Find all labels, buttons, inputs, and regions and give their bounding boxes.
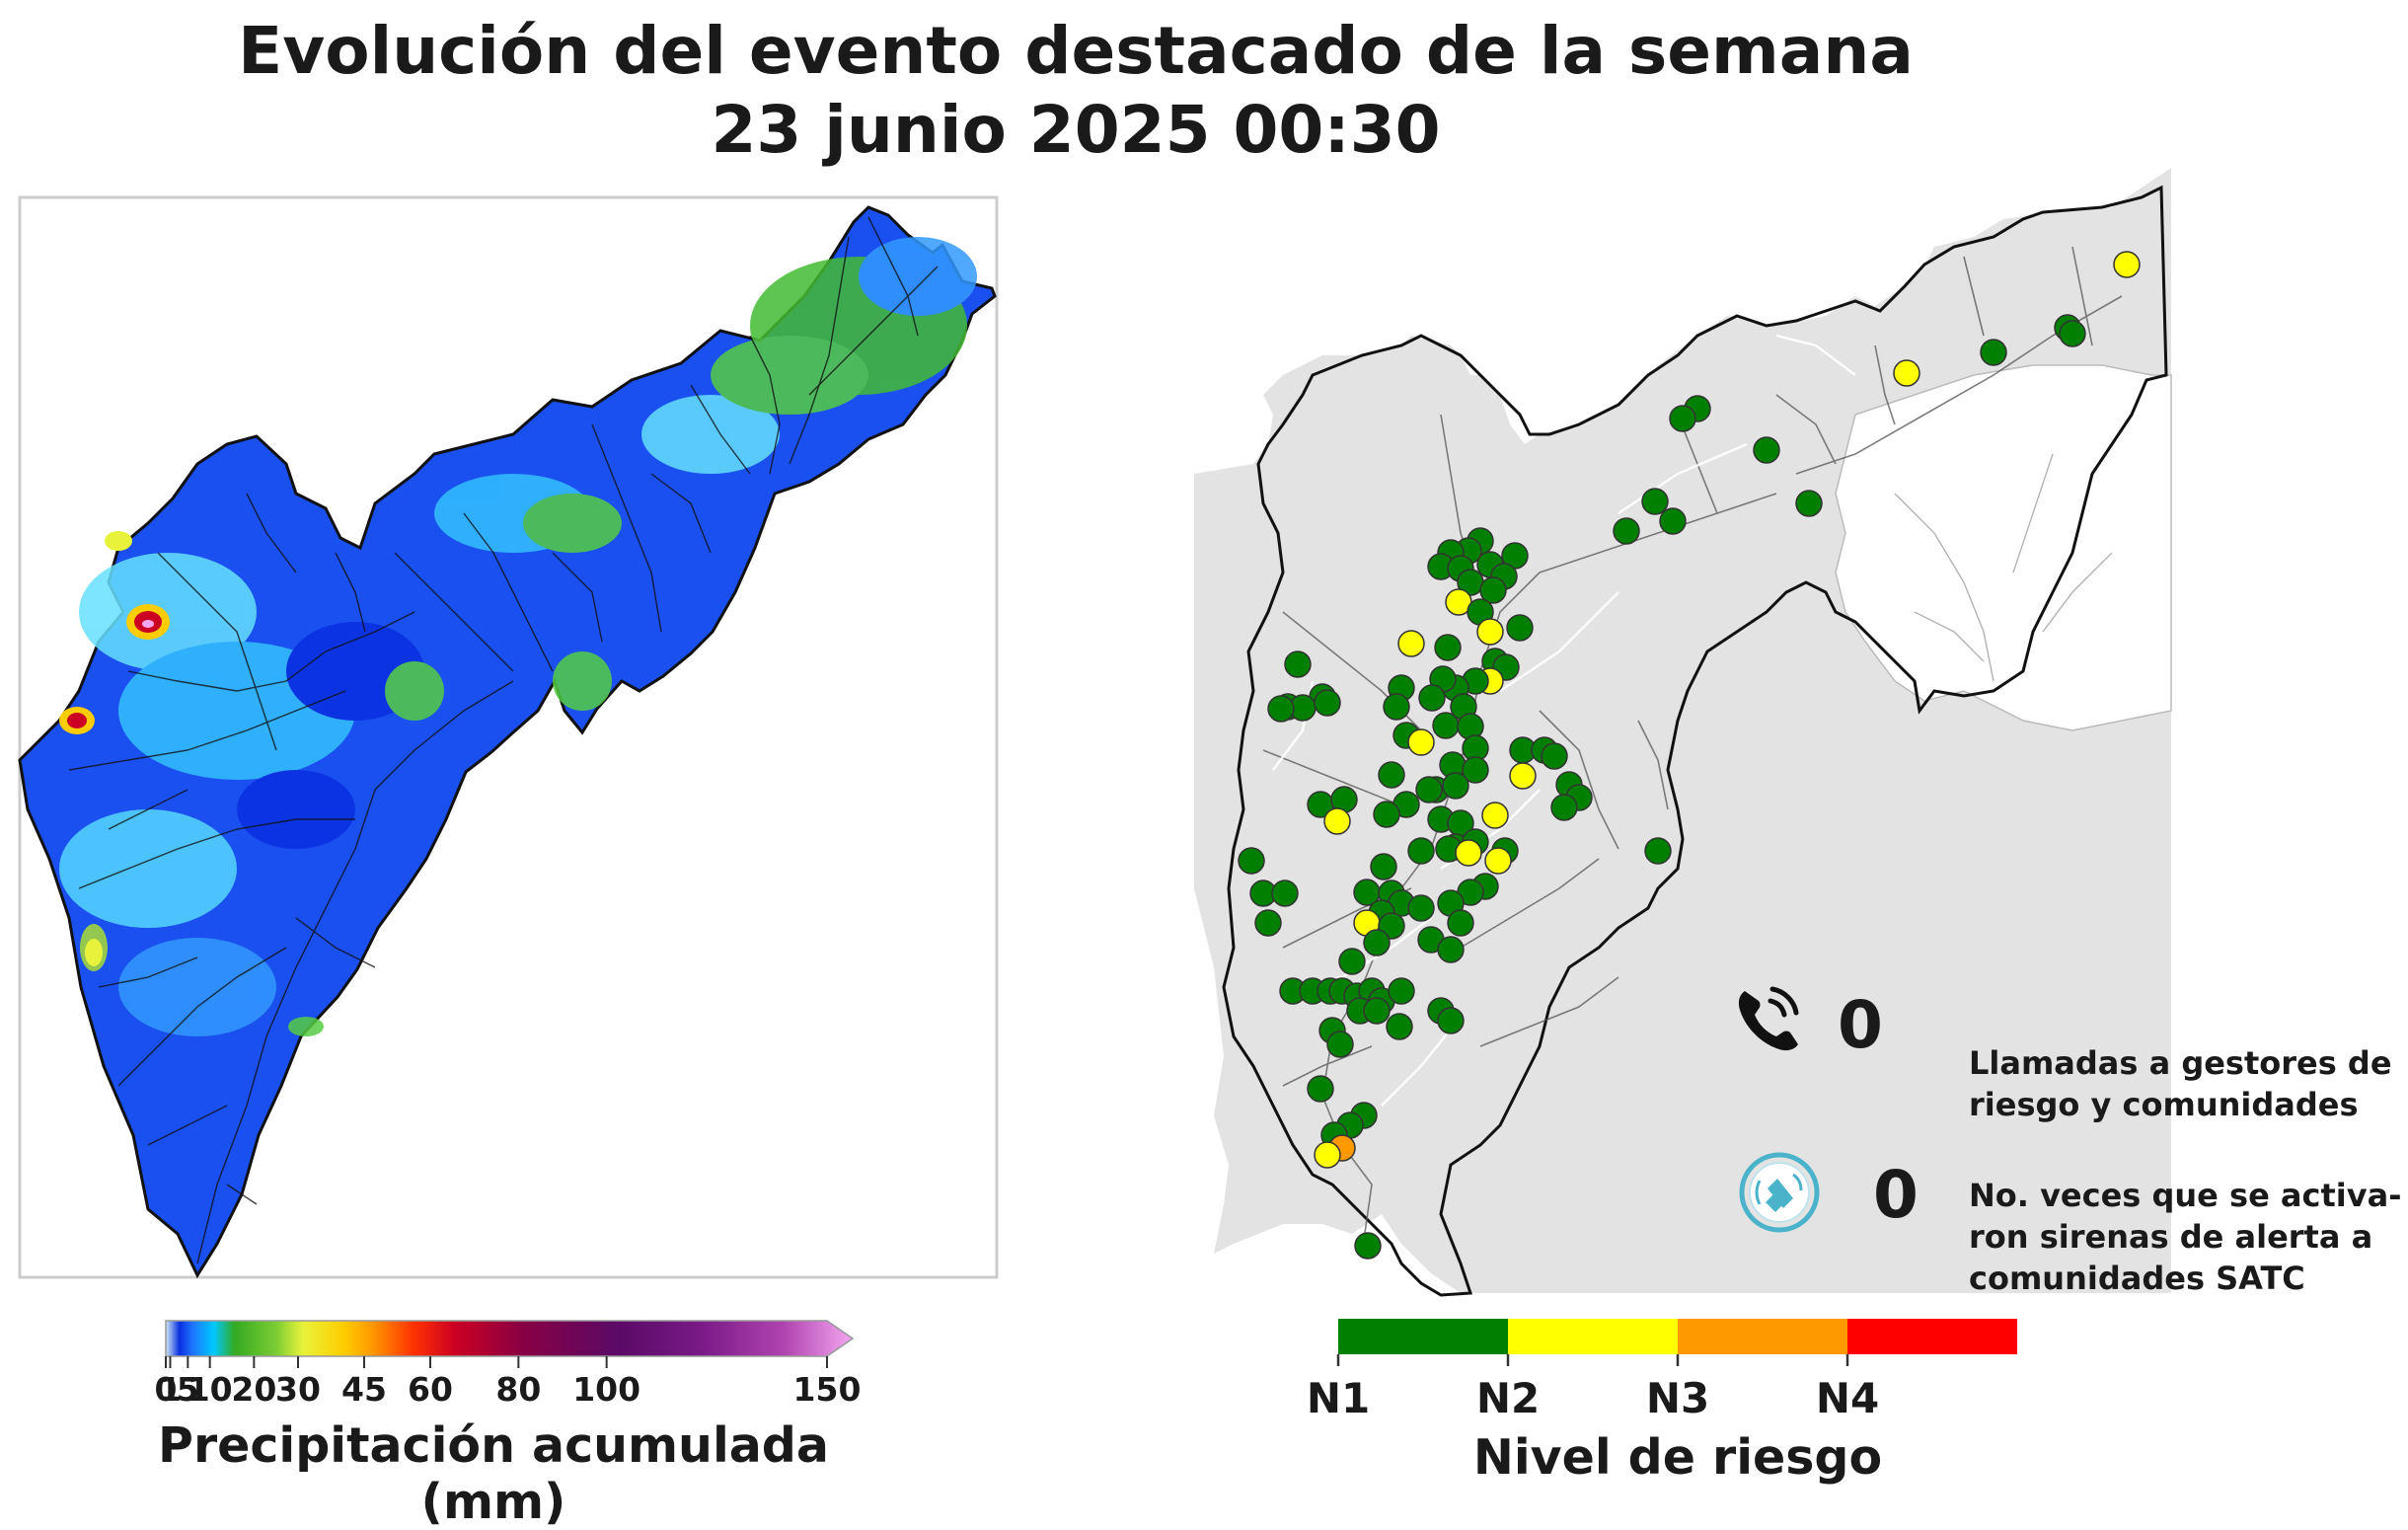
precip-tick-label: 30 <box>275 1370 321 1409</box>
station-marker <box>1795 490 1823 517</box>
station-marker <box>1432 712 1460 739</box>
station-marker <box>2059 320 2086 347</box>
station-marker <box>1415 776 1443 803</box>
precip-legend-title: Precipitación acumulada (mm) <box>158 1417 829 1530</box>
station-marker <box>1442 772 1469 800</box>
precip-tick-label: 1 <box>158 1370 182 1409</box>
precip-basin <box>18 205 997 1279</box>
precip-tick-label: 60 <box>408 1370 453 1409</box>
siren-icon <box>1739 1152 1820 1233</box>
calls-count: 0 <box>1838 987 1883 1063</box>
station-marker <box>1476 618 1504 646</box>
station-marker <box>1669 405 1696 432</box>
station-marker <box>1314 689 1341 717</box>
station-marker <box>1407 837 1435 865</box>
risk-level-n3: N3 <box>1645 1374 1710 1422</box>
station-marker <box>1271 880 1299 907</box>
station-marker <box>1284 650 1312 678</box>
precip-tick-label: 100 <box>572 1370 641 1409</box>
station-marker <box>1267 695 1295 723</box>
station-marker <box>1383 693 1410 721</box>
station-marker <box>2113 251 2141 278</box>
station-marker <box>1447 909 1474 937</box>
risk-bar-n3 <box>1678 1319 1847 1354</box>
phone-icon <box>1738 986 1799 1051</box>
station-marker <box>1484 847 1512 875</box>
risk-level-n1: N1 <box>1306 1374 1371 1422</box>
station-marker <box>1753 436 1780 464</box>
station-marker <box>1373 801 1400 828</box>
station-marker <box>1980 339 2007 366</box>
risk-level-n2: N2 <box>1475 1374 1541 1422</box>
sirens-description: No. veces que se activa- ron sirenas de … <box>1969 1177 2402 1297</box>
station-marker <box>1354 1232 1382 1260</box>
station-marker <box>1455 839 1482 867</box>
station-marker <box>1326 1031 1354 1058</box>
station-marker <box>1397 630 1425 657</box>
precip-hotspots <box>59 531 170 966</box>
sirens-count: 0 <box>1873 1157 1919 1233</box>
station-marker <box>1437 936 1465 963</box>
station-marker <box>1644 837 1672 865</box>
precip-tick-label: 45 <box>341 1370 387 1409</box>
station-marker <box>1323 807 1351 835</box>
map-title: Evolución del evento destacado de la sem… <box>238 13 1914 89</box>
station-marker <box>1481 802 1509 829</box>
station-marker <box>1479 576 1507 604</box>
station-marker <box>1641 488 1669 515</box>
precip-tick-label: 20 <box>231 1370 277 1409</box>
station-marker <box>1418 684 1446 712</box>
station-marker <box>1462 756 1489 784</box>
station-marker <box>1338 948 1366 975</box>
precip-tick-label: 80 <box>495 1370 542 1409</box>
risk-bar-n2 <box>1508 1319 1678 1354</box>
risk-level-n4: N4 <box>1815 1374 1880 1422</box>
station-marker <box>1659 507 1687 535</box>
station-marker <box>1307 1075 1334 1103</box>
risk-colorbar <box>1336 1319 2017 1366</box>
station-marker <box>1254 909 1282 937</box>
precip-colorbar <box>165 1320 855 1368</box>
station-marker <box>1506 614 1534 642</box>
station-marker <box>1437 1007 1465 1034</box>
risk-bar-n1 <box>1338 1319 1508 1354</box>
station-marker <box>1238 847 1265 875</box>
station-marker <box>1434 634 1462 661</box>
precip-tick-label: 0 <box>154 1370 178 1409</box>
risk-markers <box>1238 251 2141 1260</box>
precip-tick-label: 10 <box>187 1370 233 1409</box>
precip-tick-label: 5 <box>176 1370 199 1409</box>
station-marker <box>1386 1013 1413 1040</box>
risk-basin-outline <box>1222 185 2168 1297</box>
station-marker <box>1550 794 1578 821</box>
station-marker <box>1314 1141 1341 1169</box>
station-marker <box>1893 359 1920 387</box>
station-marker <box>1407 728 1435 756</box>
station-marker <box>1407 894 1435 922</box>
station-marker <box>1363 997 1391 1025</box>
station-marker <box>1370 853 1397 880</box>
station-marker <box>1363 929 1391 956</box>
precip-tick-label: 150 <box>792 1370 862 1409</box>
station-marker <box>1541 742 1568 770</box>
risk-region-white-cutout <box>1835 364 2172 731</box>
calls-description: Llamadas a gestores de riesgo y comunida… <box>1969 1044 2392 1123</box>
station-marker <box>1613 517 1640 545</box>
station-marker <box>1378 761 1405 789</box>
station-marker <box>1388 977 1415 1005</box>
risk-bar-n4 <box>1847 1319 2017 1354</box>
risk-legend-title: Nivel de riesgo <box>1472 1429 1883 1486</box>
station-marker <box>1509 762 1537 790</box>
map-timestamp: 23 junio 2025 00:30 <box>711 92 1441 168</box>
